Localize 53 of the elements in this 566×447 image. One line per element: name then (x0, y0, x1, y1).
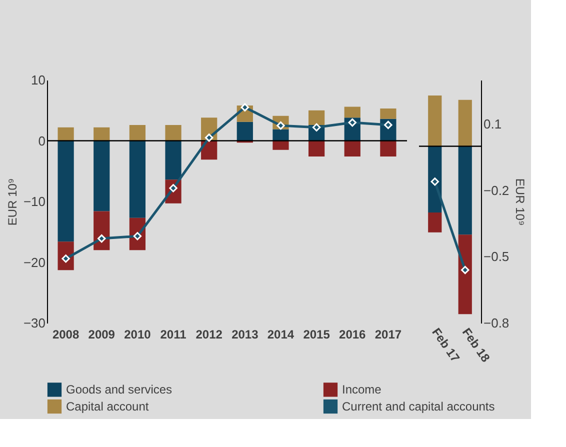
bar (458, 100, 472, 146)
bar (344, 106, 360, 118)
y2-tick-label: −0.5 (484, 249, 510, 264)
bar (428, 95, 442, 146)
x-tick-label: 2014 (267, 328, 294, 342)
point (98, 234, 106, 243)
x-tick-label: 2008 (52, 328, 80, 342)
x-tick-label: 2013 (232, 328, 259, 342)
bar (380, 108, 396, 119)
bar (129, 124, 146, 141)
legend-label: Capital account (66, 400, 150, 414)
x-tick-label: 2012 (196, 328, 223, 342)
bar (458, 234, 472, 314)
legend-label: Income (342, 382, 382, 397)
bar (308, 140, 325, 157)
bar (428, 146, 442, 213)
bar (428, 212, 442, 232)
bar (236, 122, 253, 141)
point (348, 118, 356, 127)
bar (344, 140, 360, 157)
x-tick-label: 2009 (88, 328, 116, 342)
x-tick-label: 2011 (160, 328, 187, 342)
y-tick-label: 10 (31, 72, 46, 88)
y2-tick-label: 0.1 (484, 116, 502, 132)
bar (380, 140, 396, 157)
y2-tick-label: −0.2 (484, 182, 510, 198)
x-tick-label: 2017 (374, 328, 402, 342)
bar (58, 140, 74, 242)
y-tick-label: −10 (23, 194, 46, 209)
y-tick-label: 0 (38, 133, 46, 148)
bar (458, 146, 472, 235)
bar (94, 127, 110, 141)
point (312, 123, 321, 132)
bar (272, 129, 289, 141)
y2-axis-title: EUR 10⁹ (513, 178, 528, 226)
point (240, 103, 250, 112)
bar (308, 110, 325, 125)
bar (129, 140, 146, 218)
x-tick-label: 2010 (124, 328, 152, 342)
bar (165, 124, 182, 141)
legend-label: Current and capital accounts (342, 400, 495, 414)
point (204, 134, 214, 142)
bar (94, 211, 110, 250)
bar (165, 140, 182, 180)
legend-label: Goods and services (66, 382, 172, 397)
y-axis-title: EUR 10⁹ (5, 178, 20, 226)
y-tick-label: −30 (23, 316, 46, 330)
y-tick-label: −20 (23, 254, 46, 270)
y2-tick-label: −0.8 (484, 316, 510, 330)
x-tick-label: 2016 (339, 328, 366, 342)
x-tick-label: 2015 (303, 328, 330, 342)
bar (58, 127, 74, 141)
bar (94, 140, 110, 212)
